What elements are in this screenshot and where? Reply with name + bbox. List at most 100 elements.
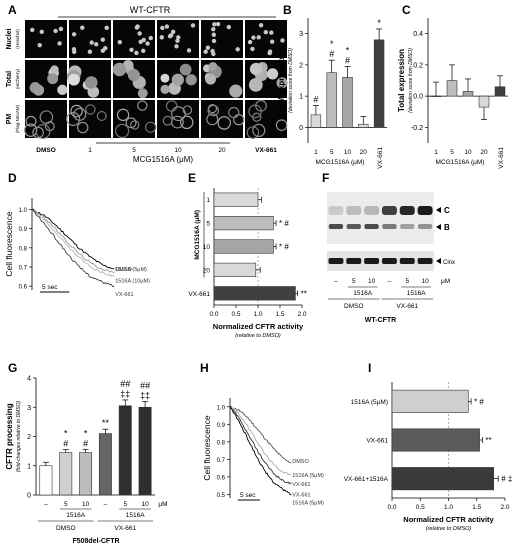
G-y-tick-label-0: 0 bbox=[27, 493, 31, 500]
panel-f-blot: – 5 10 – 5 10 CB Clnx μM 1516A 1516A DMSO VX-661 WT-C… bbox=[327, 192, 455, 324]
cell-r1-c3-5 bbox=[160, 84, 170, 94]
G-x-tick-label-1: 5 bbox=[64, 501, 68, 508]
G-annotation-4-1: ‡‡ bbox=[120, 389, 130, 399]
H-series-label-1-0: 1516A (5μM) bbox=[292, 473, 324, 479]
row-label-0: Nuclei bbox=[6, 28, 13, 49]
panel-a-group-label: MCG1516A (μM) bbox=[133, 155, 194, 164]
cell-r1-c4-3 bbox=[229, 84, 243, 98]
cell-r2-c3-5 bbox=[162, 115, 173, 126]
B-bar-0 bbox=[310, 114, 322, 128]
band-b-lane-3 bbox=[382, 224, 397, 229]
E-annotation-1: * # bbox=[279, 219, 289, 228]
C-x-tick-label-0: 1 bbox=[434, 149, 438, 156]
row-sublabel-1: (mCherry) bbox=[15, 68, 20, 89]
D-series-label-2-0: 1516A (10μM) bbox=[115, 279, 150, 285]
C-x-tick-label-1: 5 bbox=[450, 149, 454, 156]
lane-label-2: 10 bbox=[368, 278, 376, 285]
cell-r2-c1-0 bbox=[77, 121, 89, 134]
G-footer: F508del-CFTR bbox=[72, 538, 119, 545]
cell-r0-c1-5 bbox=[104, 25, 109, 31]
C-y-tick-label-1: 0.0 bbox=[413, 94, 423, 101]
E-x-tick-label-1: 0.5 bbox=[231, 311, 240, 318]
B-x-tick-label-3: 20 bbox=[360, 149, 368, 156]
cell-r0-c0-5 bbox=[57, 41, 62, 46]
cell-r1-c5-5 bbox=[249, 62, 263, 76]
B-y-tick-label-2: 2 bbox=[299, 62, 303, 69]
cell-r0-c0-4 bbox=[53, 28, 58, 34]
I-x-sublabel: (relative to DMSO) bbox=[426, 526, 472, 532]
F-group-label-0: DMSO bbox=[344, 303, 364, 310]
F-group-label-1: VX-661 bbox=[396, 303, 418, 310]
cell-r0-c2-3 bbox=[145, 41, 150, 46]
H-series-line-2 bbox=[229, 407, 292, 485]
H-series-line-1 bbox=[229, 406, 292, 476]
band-clnx-label: Clnx bbox=[443, 260, 455, 266]
band-b-lane-2 bbox=[364, 224, 379, 229]
B-bar-4 bbox=[373, 39, 385, 128]
cell-r2-c1-4 bbox=[66, 112, 81, 127]
I-bar-0 bbox=[391, 389, 469, 413]
panel-label-g: G bbox=[8, 361, 17, 375]
cell-r2-c4-1 bbox=[228, 106, 240, 119]
B-annotation-1-0: * bbox=[330, 39, 334, 49]
D-y-tick-label-4: 1.0 bbox=[19, 208, 28, 214]
B-y-tick-label-0: 0 bbox=[299, 125, 303, 132]
E-x-sublabel: (relative to DMSO) bbox=[235, 333, 281, 339]
C-y-tick-label-0: -0.2 bbox=[411, 125, 423, 132]
cell-r0-c2-1 bbox=[138, 39, 143, 45]
cell-r1-c3-4 bbox=[171, 73, 184, 86]
G-x-tick-label-4: 5 bbox=[123, 501, 127, 508]
row-sublabel-0: (Hoechst) bbox=[15, 29, 20, 49]
blot-membrane-top bbox=[327, 192, 434, 244]
band-clnx-lane-0 bbox=[328, 258, 344, 264]
cell-r0-c5-3 bbox=[250, 46, 255, 52]
cell-r0-c2-6 bbox=[137, 31, 142, 36]
G-y-label: CFTR processing bbox=[5, 403, 14, 469]
cell-r0-c3-10 bbox=[160, 25, 165, 31]
cell-r0-c3-6 bbox=[174, 44, 179, 49]
cell-r0-c4-0 bbox=[211, 32, 216, 37]
cell-r1-c3-0 bbox=[185, 74, 197, 86]
cell-r0-c4-5 bbox=[211, 38, 217, 44]
G-group-label-0: DMSO bbox=[56, 525, 76, 532]
G-x-tick-label-2: 10 bbox=[82, 501, 90, 508]
H-series-label-2-0: VX-661 bbox=[292, 482, 310, 488]
H-series-label-0-0: DMSO bbox=[292, 459, 309, 465]
I-annotation-2: # ‡ bbox=[501, 475, 512, 484]
micrograph-r0-c4 bbox=[201, 20, 243, 58]
cell-r2-c0-4 bbox=[32, 126, 44, 139]
B-x-tick-label-1: 5 bbox=[330, 149, 334, 156]
cell-r1-c2-4 bbox=[137, 88, 148, 99]
cell-r0-c1-9 bbox=[71, 47, 77, 52]
B-y-tick-label-3: 3 bbox=[299, 31, 303, 38]
E-x-tick-label-2: 1.0 bbox=[253, 311, 262, 318]
B-annotation-2-0: * bbox=[346, 45, 350, 55]
F-footer: WT-CFTR bbox=[365, 317, 397, 324]
cell-r0-c3-2 bbox=[190, 23, 196, 28]
cell-r2-c4-5 bbox=[207, 104, 220, 117]
cell-r0-c1-10 bbox=[103, 46, 108, 51]
cell-r2-c1-1 bbox=[96, 110, 107, 122]
C-group-label: MCG1516A (μM) bbox=[436, 159, 485, 166]
I-category-label-2: VX-661+1516A bbox=[344, 476, 389, 483]
C-y-tick-label-2: 0.2 bbox=[413, 62, 423, 69]
panel-e-chart: 0.0 0.5 1.0 1.5 2.0 1 5 * # 10 * # 20 VX-661 ** Norma… bbox=[188, 188, 307, 339]
cell-r1-c3-3 bbox=[160, 73, 170, 83]
lane-label-3: – bbox=[388, 278, 392, 285]
micrograph-r2-c0 bbox=[25, 100, 67, 138]
B-bar-2 bbox=[342, 77, 353, 128]
F-unit: μM bbox=[441, 278, 450, 285]
panel-a-column-label-0: DMSO bbox=[36, 147, 56, 154]
I-x-tick-label-3: 1.5 bbox=[472, 504, 481, 511]
band-b-lane-4 bbox=[400, 224, 415, 229]
H-series-line-0 bbox=[229, 405, 292, 464]
row-label-2: PM bbox=[6, 114, 13, 125]
cell-r1-c4-5 bbox=[205, 73, 216, 85]
cell-r0-c5-0 bbox=[263, 29, 269, 35]
G-group-label-1: VX-661 bbox=[114, 525, 136, 532]
I-bar-2 bbox=[391, 467, 494, 491]
C-y-tick-label-3: 0.4 bbox=[413, 31, 423, 38]
cell-r0-c5-7 bbox=[269, 30, 274, 35]
